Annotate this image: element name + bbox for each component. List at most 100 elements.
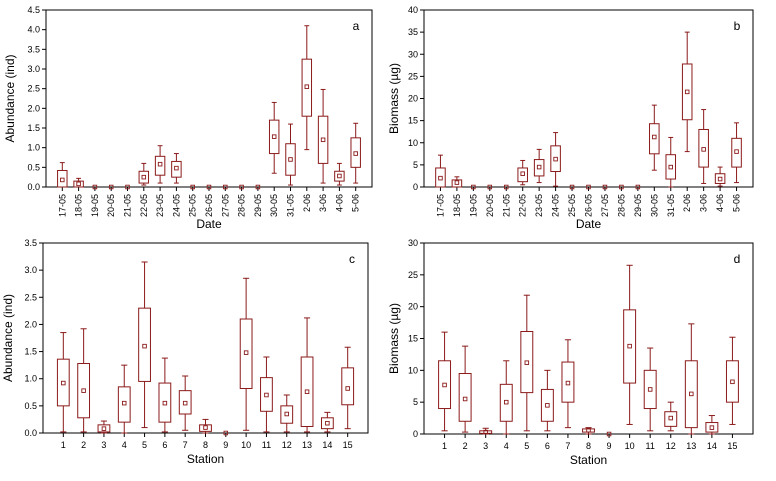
box-iqr: [731, 137, 742, 168]
box-iqr: [154, 155, 166, 176]
x-tick-label: 9: [607, 441, 612, 451]
chart-panel-c: 0.00.51.01.52.02.53.03.51 2 3 4 5 6 7 8 9 10 11 12 1…: [1, 238, 369, 466]
box-iqr: [178, 390, 192, 415]
median-marker: [190, 184, 195, 190]
median-marker: [586, 184, 591, 190]
y-tick-label: 10: [408, 138, 418, 148]
box-iqr: [73, 180, 84, 188]
median-marker: [255, 184, 261, 190]
median-marker: [61, 380, 66, 386]
box-iqr: [435, 167, 446, 188]
median-marker: [553, 156, 558, 162]
box-iqr: [341, 367, 355, 406]
box-iqr: [138, 307, 151, 382]
median-marker: [345, 386, 350, 391]
box-4-06: [714, 166, 726, 187]
box-iqr: [643, 369, 657, 410]
box-iqr: [239, 318, 253, 389]
x-tick-label: 24-05: [551, 194, 561, 217]
x-tick-label: 19-05: [468, 194, 478, 217]
x-tick-label: 7: [565, 441, 570, 451]
x-tick-label: 8: [203, 440, 208, 450]
box-15: [341, 346, 355, 430]
y-axis-label: Biomass (µg): [387, 303, 401, 374]
panel-letter: a: [353, 19, 360, 33]
box-28-05: [619, 184, 624, 190]
box-30-05: [268, 101, 280, 174]
box-iqr: [550, 145, 561, 173]
median-marker: [121, 400, 127, 406]
median-marker: [627, 343, 632, 349]
median-marker: [684, 89, 690, 95]
x-tick-label: 26-05: [584, 194, 594, 217]
x-axis-label: Station: [570, 453, 607, 467]
x-tick-label: 15: [727, 441, 737, 451]
box-iqr: [664, 411, 678, 427]
box-25-05: [569, 184, 575, 190]
box-iqr: [517, 167, 528, 183]
box-iqr: [561, 361, 575, 403]
median-marker: [504, 184, 509, 190]
x-axis-label: Date: [576, 217, 602, 231]
x-tick-label: 12: [666, 441, 676, 451]
box-2: [77, 328, 91, 433]
median-marker: [635, 184, 641, 190]
median-marker: [304, 84, 310, 89]
x-tick-label: 4: [504, 441, 509, 451]
box-6: [540, 369, 554, 432]
x-tick-label: 1: [442, 441, 447, 451]
box-iqr: [317, 115, 329, 164]
median-marker: [223, 430, 229, 436]
box-26-05: [586, 184, 591, 190]
median-marker: [353, 151, 358, 156]
panel-letter: d: [734, 252, 741, 266]
median-marker: [141, 174, 147, 180]
panel-letter: c: [349, 252, 355, 266]
x-tick-label: 30-05: [649, 194, 659, 217]
box-31-05: [665, 136, 677, 188]
median-marker: [157, 161, 163, 167]
y-axis-label: Abundance (ind): [3, 54, 17, 142]
x-tick-label: 8: [586, 441, 591, 451]
x-tick-label: 3: [483, 441, 488, 451]
box-23-05: [533, 148, 545, 184]
box-iqr: [320, 417, 334, 430]
x-tick-label: 19-05: [90, 194, 100, 217]
x-tick-label: 4-06: [715, 194, 725, 212]
box-5-06: [731, 122, 742, 184]
box-21-05: [125, 184, 130, 190]
x-tick-label: 13: [302, 440, 312, 450]
x-axis-label: Date: [196, 217, 222, 231]
x-tick-label: 2-06: [682, 194, 692, 212]
median-marker: [619, 184, 624, 190]
x-tick-label: 10: [625, 441, 635, 451]
median-marker: [284, 411, 290, 417]
box-26-05: [206, 184, 212, 190]
y-tick-label: 15: [408, 116, 418, 126]
median-marker: [438, 175, 443, 181]
box-7: [561, 339, 575, 429]
box-iqr: [533, 159, 545, 177]
box-iqr: [280, 405, 294, 424]
y-tick-label: 10: [408, 365, 418, 375]
median-marker: [304, 389, 310, 394]
x-tick-label: 22-05: [518, 194, 528, 217]
median-marker: [734, 149, 739, 154]
x-tick-label: 6: [545, 441, 550, 451]
box-11: [260, 356, 273, 433]
median-marker: [239, 184, 244, 190]
x-tick-label: 4-06: [334, 194, 344, 212]
x-tick-label: 10: [241, 440, 251, 450]
box-iqr: [285, 143, 296, 176]
box-3: [97, 420, 111, 434]
box-19-05: [92, 184, 98, 190]
box-10: [623, 264, 637, 425]
x-tick-label: 5: [524, 441, 529, 451]
box-7: [178, 375, 192, 431]
median-marker: [569, 184, 575, 190]
box-4: [117, 364, 131, 434]
median-marker: [652, 134, 657, 140]
box-20-05: [487, 184, 493, 190]
